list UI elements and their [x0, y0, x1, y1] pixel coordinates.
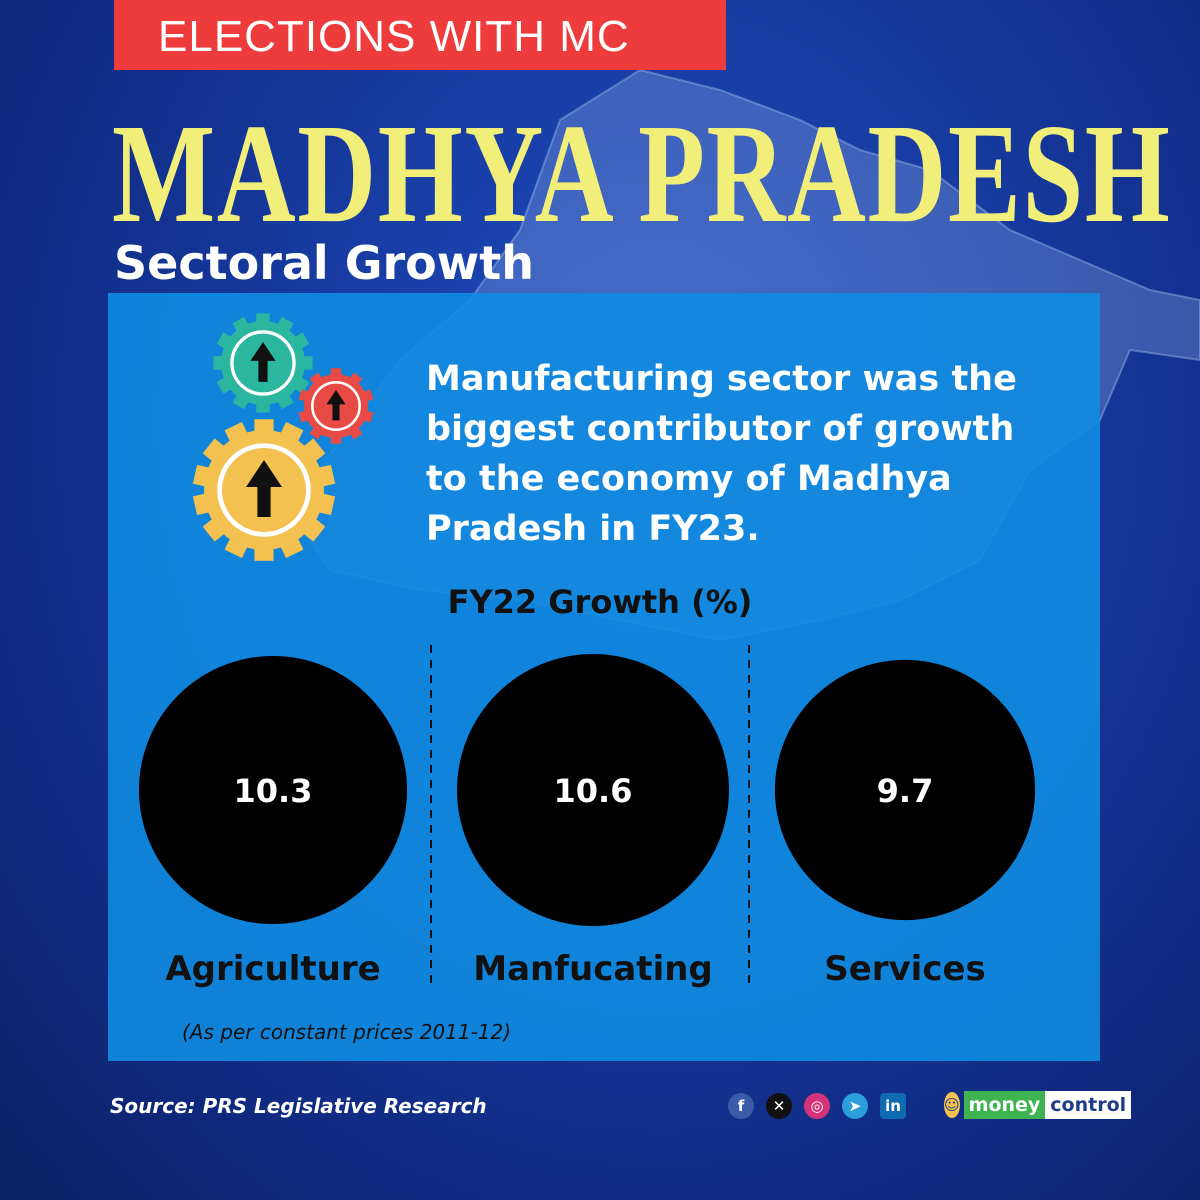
- social-icons: f ✕ ◎ ➤ in: [728, 1092, 918, 1120]
- x-icon[interactable]: ✕: [766, 1093, 792, 1119]
- page-subtitle: Sectoral Growth: [114, 236, 534, 290]
- linkedin-icon[interactable]: in: [880, 1093, 906, 1119]
- value-label: 10.3: [234, 772, 313, 810]
- source-text: Source: PRS Legislative Research: [110, 1094, 487, 1118]
- bubble-manfucating: [457, 654, 729, 926]
- bubble-chart: 10.3 Agriculture 10.6 Manfucating 9.7 Service…: [138, 645, 1036, 989]
- category-label: Manfucating: [473, 949, 713, 989]
- bubble-services: [774, 659, 1036, 921]
- category-label: Services: [824, 949, 986, 989]
- moneycontrol-logo[interactable]: ☺ money control: [944, 1091, 1132, 1119]
- section-badge: ELECTIONS WITH MC: [114, 0, 726, 70]
- badge-text: ELECTIONS WITH MC: [158, 12, 630, 61]
- page-title: MADHYA PRADESH: [112, 94, 1172, 252]
- value-label: 10.6: [554, 772, 633, 810]
- gear-yellow-icon: [192, 419, 336, 561]
- value-label: 9.7: [877, 772, 934, 810]
- logo-part2: control: [1045, 1091, 1132, 1119]
- headline-text: Manufacturing sector was the biggest con…: [426, 359, 1017, 549]
- instagram-icon[interactable]: ◎: [804, 1093, 830, 1119]
- category-label: Agriculture: [165, 949, 380, 989]
- chart-title: FY22 Growth (%): [447, 583, 753, 621]
- bubble-agriculture: [138, 655, 408, 925]
- facebook-icon[interactable]: f: [728, 1093, 754, 1119]
- gears-icon: [192, 313, 374, 561]
- gear-teal-icon: [213, 313, 313, 413]
- gear-red-icon: [298, 368, 374, 444]
- chart-footnote: (As per constant prices 2011-12): [182, 1020, 512, 1044]
- moneycontrol-mascot-icon: ☺: [944, 1092, 960, 1118]
- logo-part1: money: [963, 1091, 1046, 1119]
- telegram-icon[interactable]: ➤: [842, 1093, 868, 1119]
